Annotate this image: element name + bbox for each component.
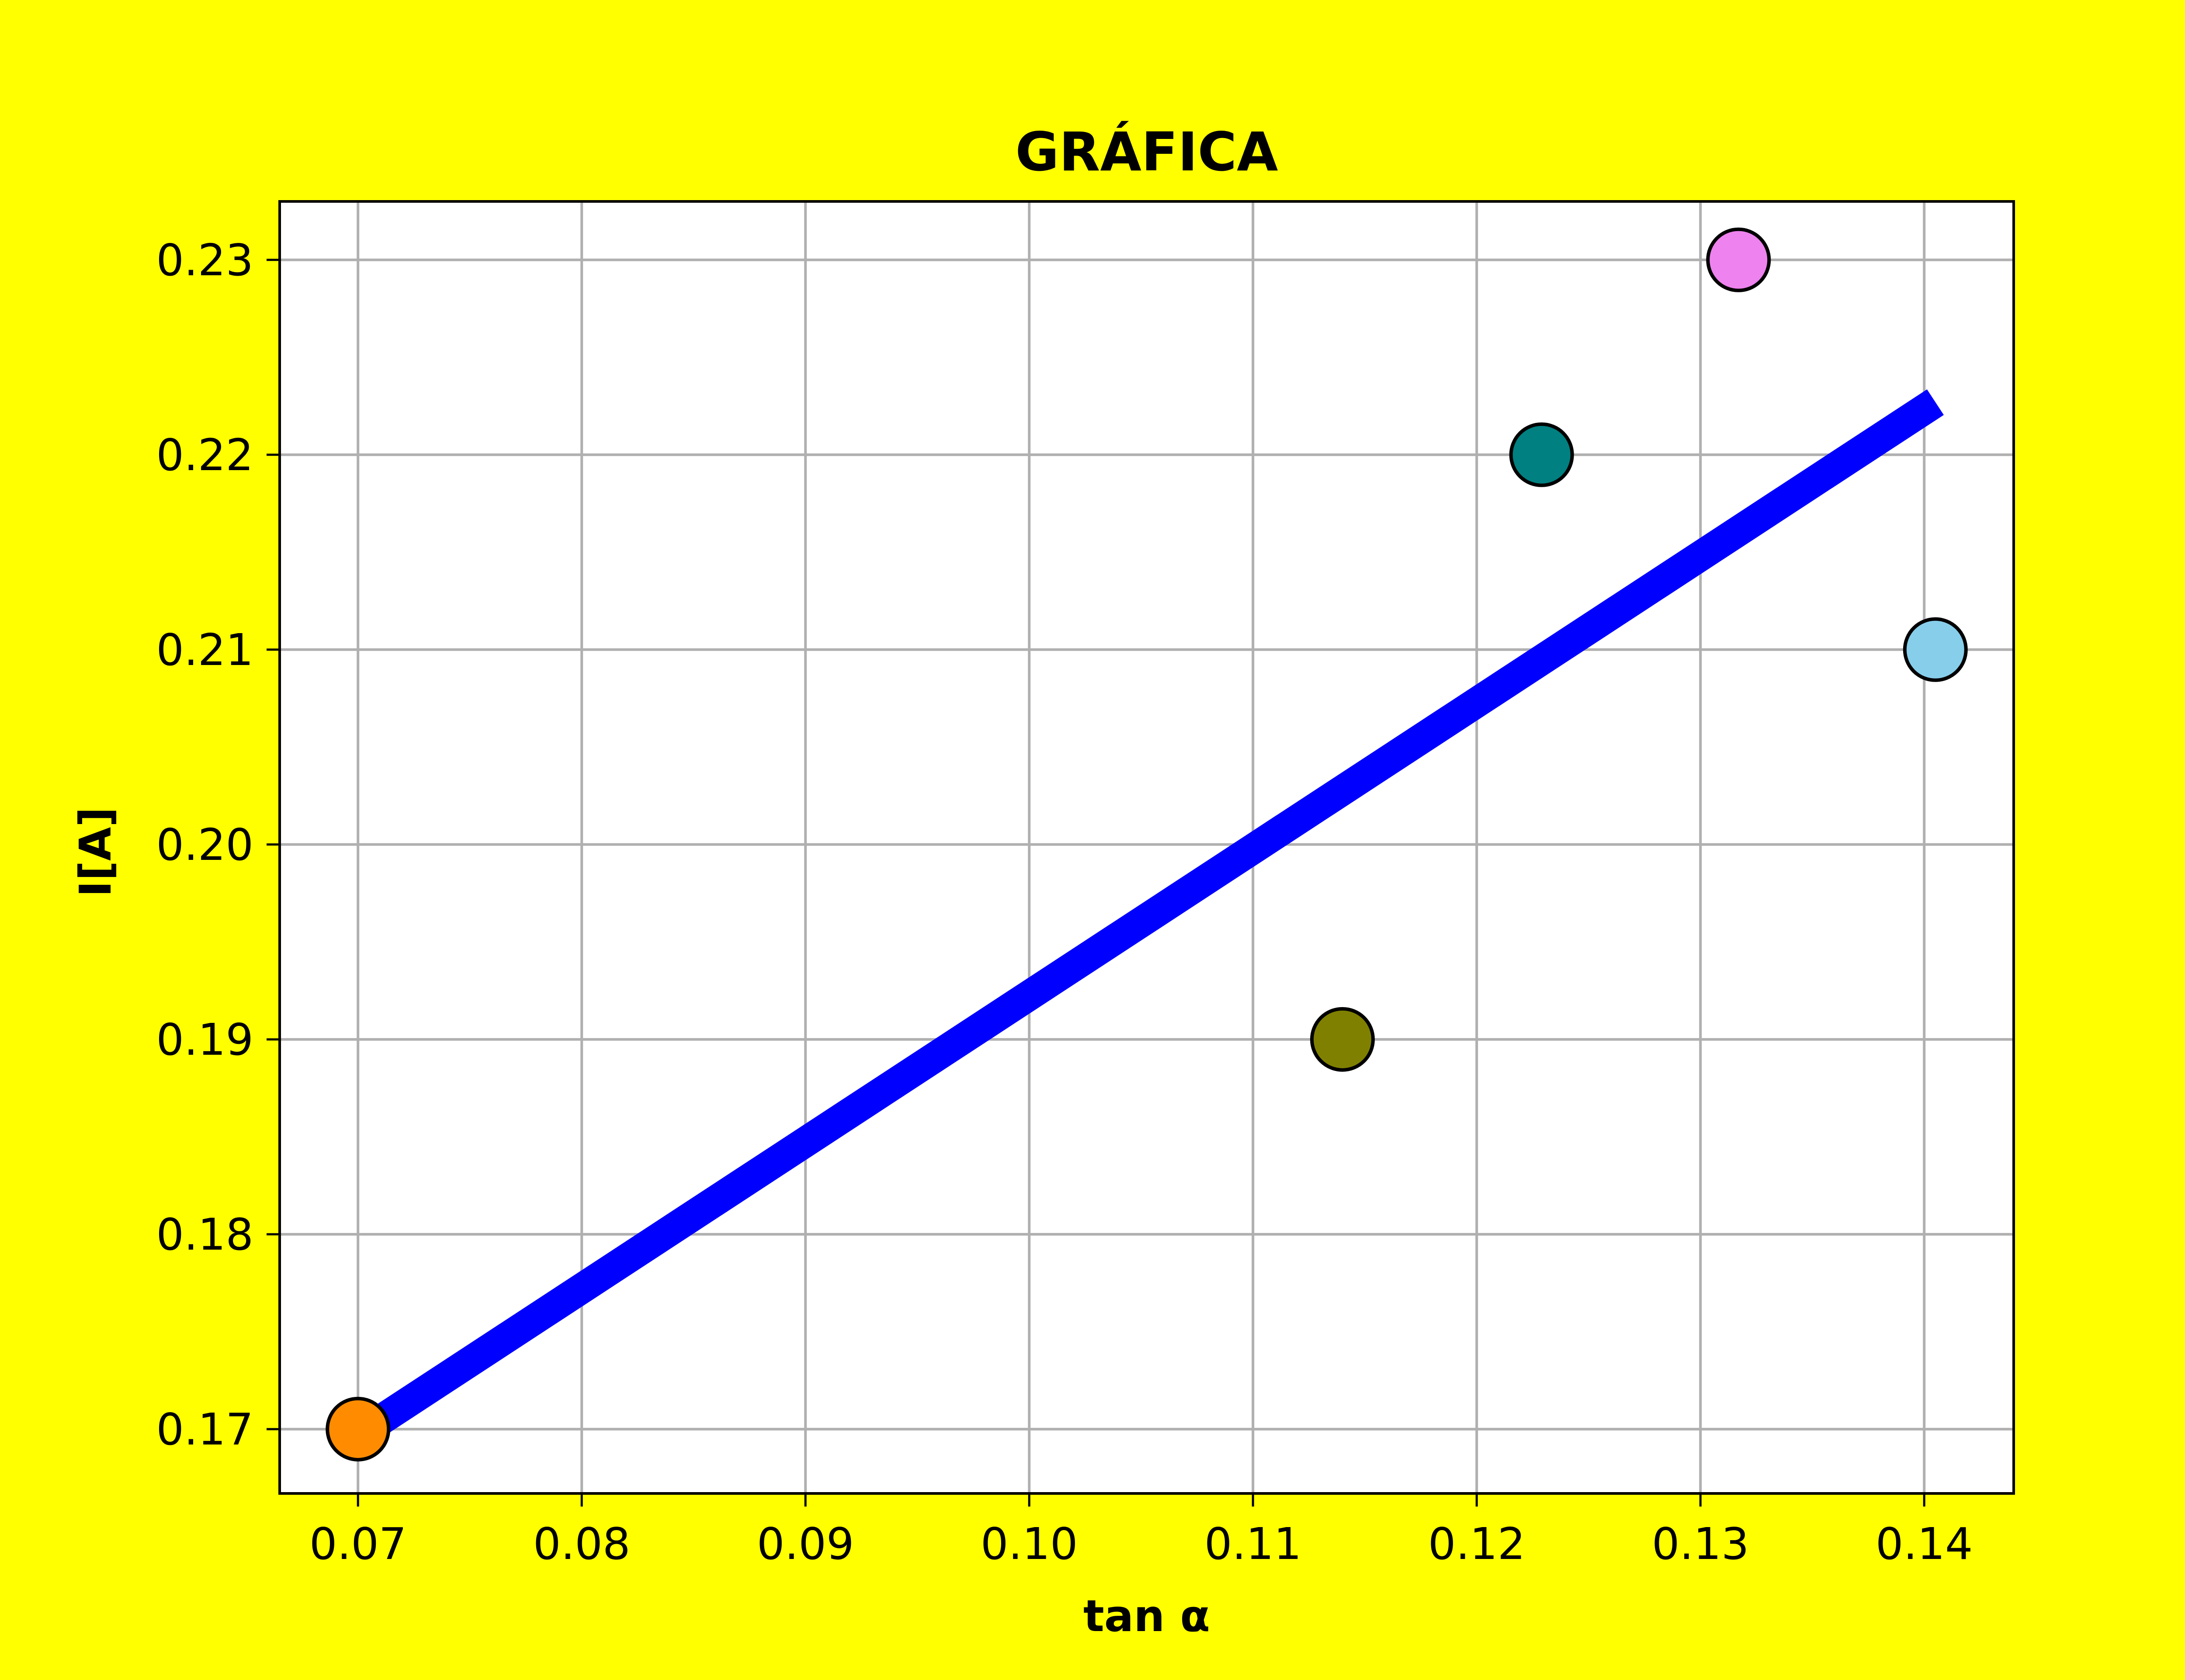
- y-tick-label: 0.20: [156, 819, 253, 870]
- data-point: [326, 1396, 391, 1462]
- y-tick-label: 0.21: [156, 624, 253, 675]
- y-tick-label: 0.22: [156, 430, 253, 481]
- x-tick-label: 0.13: [1652, 1518, 1749, 1569]
- x-tick-label: 0.12: [1428, 1518, 1526, 1569]
- x-axis-ticks: 0.07 0.08 0.09 0.10 0.11 0.12 0.13 0.14: [309, 1493, 1973, 1569]
- y-tick-label: 0.19: [156, 1014, 253, 1065]
- x-tick-label: 0.14: [1876, 1518, 1973, 1569]
- fit-line: [350, 389, 1944, 1448]
- plot-frame: [278, 200, 2015, 1495]
- data-point: [1706, 227, 1771, 292]
- fit-line-layer: [350, 389, 1944, 1448]
- y-axis-label: I[A]: [70, 807, 121, 897]
- x-tick-label: 0.09: [757, 1518, 854, 1569]
- y-tick-label: 0.17: [156, 1404, 253, 1455]
- plot-area: [280, 201, 2014, 1493]
- x-axis-label: tan α: [1083, 1590, 1210, 1642]
- y-tick-label: 0.23: [156, 235, 253, 286]
- x-tick-label: 0.08: [533, 1518, 631, 1569]
- data-point: [1310, 1007, 1375, 1072]
- chart-title: GRÁFICA: [1015, 121, 1278, 183]
- x-tick-label: 0.11: [1204, 1518, 1302, 1569]
- data-points: [326, 227, 1968, 1462]
- y-tick-label: 0.18: [156, 1209, 253, 1260]
- x-tick-label: 0.07: [309, 1518, 407, 1569]
- y-axis-ticks: 0.17 0.18 0.19 0.20 0.21 0.22 0.23: [156, 235, 280, 1455]
- x-tick-label: 0.10: [981, 1518, 1078, 1569]
- data-point: [1903, 617, 1968, 682]
- data-point: [1509, 422, 1574, 487]
